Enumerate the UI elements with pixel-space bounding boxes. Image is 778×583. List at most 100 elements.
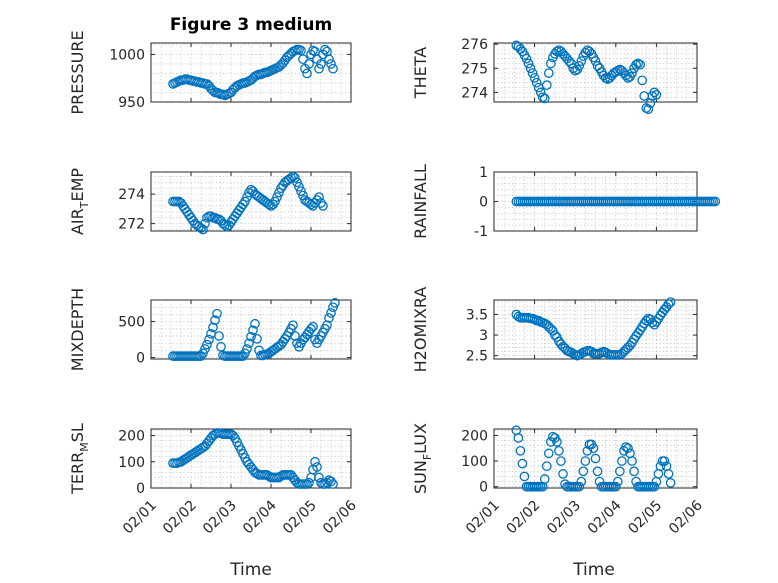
data-point xyxy=(272,192,282,202)
subplot-1: 950 1000 PRESSURE xyxy=(68,30,352,115)
subplot-5: 0 500 MIXDEPTH xyxy=(68,288,352,371)
y-axis-label: H2OMIXRA xyxy=(411,287,430,373)
data-point xyxy=(663,469,674,479)
data-point xyxy=(552,436,562,447)
data-point xyxy=(541,80,552,90)
data-point xyxy=(612,476,623,487)
y-tick-label: 1 xyxy=(479,165,488,181)
data-point xyxy=(627,68,637,78)
data-point xyxy=(296,186,306,197)
data-point xyxy=(264,199,274,210)
data-point xyxy=(641,315,652,326)
data-point xyxy=(288,320,298,331)
data-point xyxy=(645,98,656,109)
data-point xyxy=(306,323,316,334)
data-point xyxy=(525,63,536,74)
data-point xyxy=(521,53,532,64)
data-point xyxy=(304,477,314,488)
y-axis-label: SUNFLUX xyxy=(411,423,434,494)
data-point xyxy=(212,308,222,319)
data-point xyxy=(322,320,332,331)
subplot-7: 0 100 200 02/01 02/02 02/03 02/04 02/05 02/06 TER… xyxy=(68,423,360,537)
data-point xyxy=(651,89,662,100)
data-point xyxy=(612,65,623,76)
y-axis-label-rest: SL xyxy=(68,423,87,442)
data-point xyxy=(643,104,654,115)
y-tick-label: -1 xyxy=(474,224,488,240)
data-point xyxy=(250,318,260,329)
data-point xyxy=(531,77,542,88)
data-point xyxy=(545,58,556,69)
data-point xyxy=(621,70,631,81)
data-point xyxy=(574,481,585,492)
x-axis-label-left: Time xyxy=(229,560,272,580)
data-point xyxy=(304,59,314,69)
data-point xyxy=(320,44,330,55)
x-tick-label: 02/01 xyxy=(463,498,503,538)
x-tick-label: 02/03 xyxy=(544,498,584,538)
data-point xyxy=(324,313,334,323)
data-point xyxy=(554,445,564,456)
y-axis-label-subscript: T xyxy=(78,201,91,209)
data-point xyxy=(238,351,248,361)
data-point xyxy=(210,315,220,325)
data-point xyxy=(216,341,226,352)
x-tick-label: 02/04 xyxy=(240,497,280,537)
data-point xyxy=(200,218,210,229)
data-point xyxy=(635,59,646,70)
data-point xyxy=(568,63,579,74)
y-tick-label: 2.5 xyxy=(466,349,488,365)
data-point xyxy=(576,476,587,487)
data-point xyxy=(649,481,660,492)
data-point xyxy=(539,93,550,104)
data-point xyxy=(627,456,637,466)
y-axis-label: TERRMSL xyxy=(68,423,91,495)
data-point xyxy=(328,479,338,489)
data-point xyxy=(527,68,538,78)
data-point xyxy=(318,201,328,211)
data-point xyxy=(220,220,230,230)
data-point xyxy=(244,338,254,349)
data-point xyxy=(238,199,248,210)
y-tick-label: 200 xyxy=(118,429,145,445)
data-point xyxy=(330,298,340,308)
data-point xyxy=(649,87,660,98)
data-point xyxy=(248,325,258,336)
y-tick-label: 275 xyxy=(461,61,488,77)
data-point xyxy=(543,448,554,459)
data-point xyxy=(302,68,312,79)
x-tick-label: 02/06 xyxy=(320,497,360,537)
data-point xyxy=(592,466,603,477)
x-tick-label: 02/05 xyxy=(280,498,320,538)
data-point xyxy=(517,458,528,469)
data-point xyxy=(214,331,224,341)
subplot-6: 2.5 3 3.5 H2OMIXRA xyxy=(411,287,698,373)
y-tick-label: 274 xyxy=(118,187,145,203)
y-tick-label: 3.5 xyxy=(466,307,488,323)
data-point xyxy=(316,198,326,208)
y-tick-label: 272 xyxy=(118,217,145,233)
data-point xyxy=(519,471,530,482)
data-point xyxy=(326,59,336,69)
data-point xyxy=(294,181,304,192)
x-axis-label-right: Time xyxy=(572,560,615,580)
data-point xyxy=(312,462,322,472)
data-point xyxy=(314,192,324,202)
data-point xyxy=(537,92,548,103)
data-point xyxy=(290,331,300,341)
data-point xyxy=(631,59,641,70)
data-point xyxy=(513,433,524,443)
y-axis-label-subscript: F xyxy=(421,454,434,460)
y-tick-label: 500 xyxy=(118,315,145,331)
data-point xyxy=(202,339,212,350)
y-axis-label-subscript: M xyxy=(78,442,91,452)
x-tick-label: 02/03 xyxy=(200,498,240,538)
subplot-8: 0 100 200 02/01 02/02 02/03 02/04 02/05 02/06 SUN… xyxy=(411,423,706,537)
data-point xyxy=(529,73,540,83)
data-point xyxy=(196,351,206,361)
data-point xyxy=(515,445,526,456)
data-point xyxy=(580,47,591,58)
data-point xyxy=(198,224,208,235)
data-point xyxy=(552,46,562,57)
data-point xyxy=(204,334,214,345)
